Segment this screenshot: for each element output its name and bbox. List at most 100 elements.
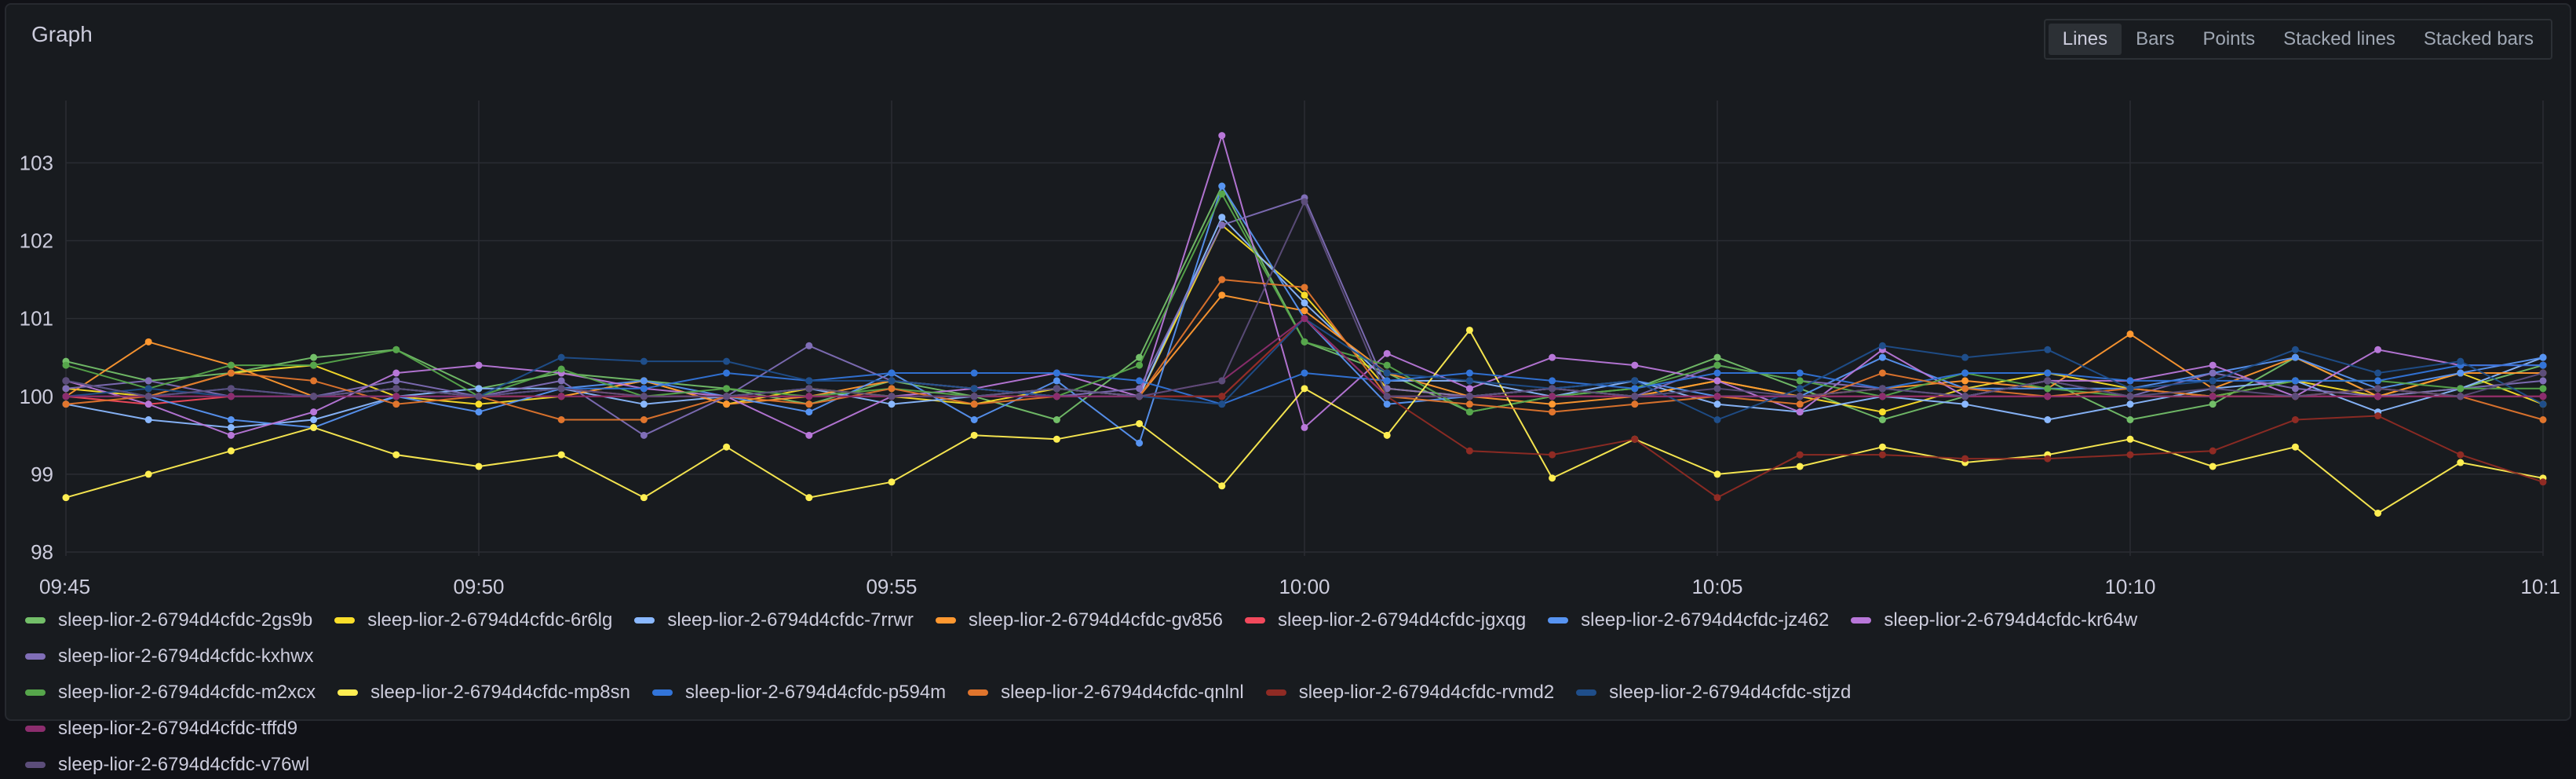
legend-item[interactable]: sleep-lior-2-6794d4cfdc-p594m	[651, 678, 947, 707]
data-point	[2291, 385, 2299, 393]
data-point	[475, 408, 483, 416]
data-point	[2044, 385, 2052, 393]
data-point	[2291, 346, 2299, 353]
legend-swatch	[1265, 689, 1286, 696]
data-point	[557, 385, 565, 393]
data-point	[1631, 435, 1639, 443]
data-point	[1713, 494, 1721, 502]
data-point	[970, 369, 978, 377]
data-point	[392, 393, 400, 400]
x-tick-label: 10:00	[1279, 575, 1330, 597]
data-point	[1878, 415, 1886, 423]
data-point	[227, 447, 235, 455]
data-point	[1713, 361, 1721, 369]
data-point	[1218, 377, 1226, 385]
data-point	[1878, 393, 1886, 400]
data-point	[1631, 361, 1639, 369]
data-point	[888, 400, 896, 408]
legend-swatch	[25, 726, 46, 732]
data-point	[1465, 369, 1473, 377]
data-point	[1465, 447, 1473, 455]
data-point	[62, 393, 70, 400]
data-point	[1218, 291, 1226, 299]
data-point	[2044, 393, 2052, 400]
data-point	[475, 463, 483, 470]
legend-label: sleep-lior-2-6794d4cfdc-p594m	[684, 682, 947, 703]
legend-item[interactable]: sleep-lior-2-6794d4cfdc-kr64w	[1851, 606, 2137, 635]
legend-item[interactable]: sleep-lior-2-6794d4cfdc-jz462	[1548, 606, 1829, 635]
data-point	[1053, 369, 1060, 377]
data-point	[1218, 393, 1226, 400]
data-point	[1053, 377, 1060, 385]
legend-item[interactable]: sleep-lior-2-6794d4cfdc-tffd9	[25, 715, 2515, 743]
mode-bars-button[interactable]: Bars	[2136, 28, 2175, 49]
data-point	[1796, 385, 1804, 393]
legend-swatch	[25, 653, 46, 660]
data-point	[2209, 361, 2217, 369]
x-tick-label: 10:05	[1691, 575, 1742, 597]
data-point	[2374, 369, 2382, 377]
data-point	[227, 369, 235, 377]
legend-item[interactable]: sleep-lior-2-6794d4cfdc-7rrwr	[634, 606, 914, 635]
data-point	[2374, 509, 2382, 517]
data-point	[2126, 451, 2134, 459]
data-point	[227, 385, 235, 393]
data-point	[2374, 346, 2382, 353]
legend-label: sleep-lior-2-6794d4cfdc-kr64w	[1884, 609, 2138, 631]
data-point	[1878, 385, 1886, 393]
legend-item[interactable]: sleep-lior-2-6794d4cfdc-stjzd	[1576, 678, 1851, 707]
legend-item[interactable]: sleep-lior-2-6794d4cfdc-mp8sn	[338, 678, 630, 707]
data-point	[1796, 408, 1804, 416]
mode-lines-button[interactable]: Lines	[2048, 24, 2122, 55]
mode-points-button[interactable]: Points	[2202, 28, 2256, 49]
data-point	[557, 353, 565, 361]
data-point	[2539, 353, 2547, 361]
data-point	[805, 393, 813, 400]
data-point	[1713, 353, 1721, 361]
data-point	[1218, 132, 1226, 140]
legend-swatch	[634, 617, 655, 624]
data-point	[1383, 369, 1391, 377]
legend-item[interactable]: sleep-lior-2-6794d4cfdc-v76wl	[25, 751, 309, 779]
legend-item[interactable]: sleep-lior-2-6794d4cfdc-kxhwx	[25, 642, 2515, 671]
mode-stacked-bars-button[interactable]: Stacked bars	[2423, 28, 2534, 49]
data-point	[2291, 353, 2299, 361]
data-point	[2126, 385, 2134, 393]
data-point	[1383, 393, 1391, 400]
data-point	[144, 377, 152, 385]
legend-item[interactable]: sleep-lior-2-6794d4cfdc-qnlnl	[968, 678, 1244, 707]
data-point	[805, 342, 813, 349]
data-point	[1631, 377, 1639, 385]
legend-item[interactable]: sleep-lior-2-6794d4cfdc-jgxqg	[1245, 606, 1526, 635]
legend-label: sleep-lior-2-6794d4cfdc-tffd9	[58, 718, 298, 739]
legend-item[interactable]: sleep-lior-2-6794d4cfdc-gv856	[935, 606, 1223, 635]
data-point	[2539, 369, 2547, 377]
data-point	[227, 415, 235, 423]
data-point	[640, 400, 648, 408]
data-point	[640, 357, 648, 365]
data-point	[2126, 393, 2134, 400]
legend-swatch	[651, 689, 673, 696]
legend-label: sleep-lior-2-6794d4cfdc-qnlnl	[1001, 682, 1244, 703]
data-point	[723, 393, 731, 400]
data-point	[1631, 400, 1639, 408]
data-point	[227, 361, 235, 369]
y-tick-label: 99	[31, 463, 53, 486]
data-point	[310, 353, 318, 361]
legend-item[interactable]: sleep-lior-2-6794d4cfdc-rvmd2	[1265, 678, 1554, 707]
data-point	[475, 393, 483, 400]
data-point	[1218, 482, 1226, 490]
legend-item[interactable]: sleep-lior-2-6794d4cfdc-2gs9b	[25, 606, 312, 635]
legend-swatch	[25, 689, 46, 696]
legend-label: sleep-lior-2-6794d4cfdc-6r6lg	[367, 609, 613, 631]
legend-item[interactable]: sleep-lior-2-6794d4cfdc-6r6lg	[334, 606, 612, 635]
data-point	[723, 369, 731, 377]
data-point	[1796, 393, 1804, 400]
legend-item[interactable]: sleep-lior-2-6794d4cfdc-m2xcx	[25, 678, 316, 707]
data-point	[970, 431, 978, 439]
data-point	[1136, 361, 1144, 369]
data-point	[1218, 214, 1226, 221]
mode-stacked-lines-button[interactable]: Stacked lines	[2283, 28, 2395, 49]
data-point	[970, 400, 978, 408]
data-point	[970, 415, 978, 423]
